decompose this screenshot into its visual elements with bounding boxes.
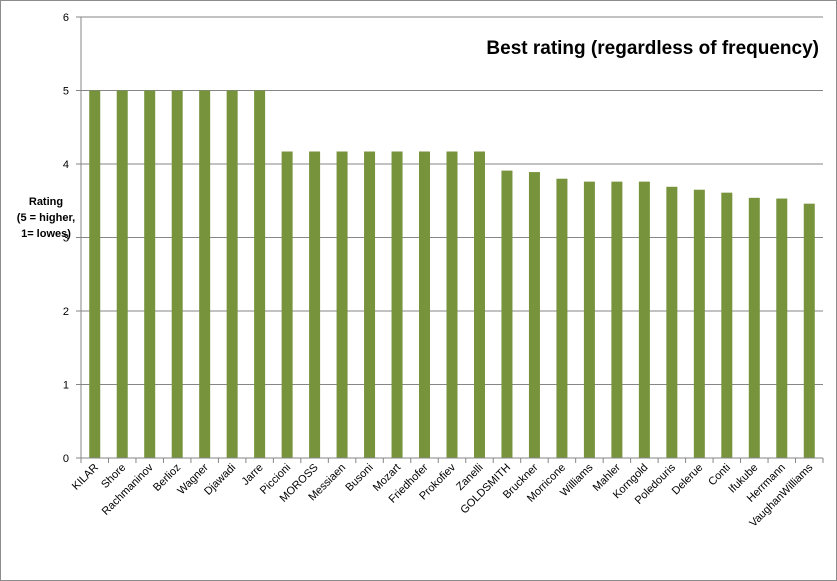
y-tick-label: 3 — [63, 233, 69, 245]
bar — [528, 172, 540, 458]
bar — [583, 181, 595, 458]
bar — [666, 186, 678, 458]
bar — [226, 90, 238, 458]
y-tick-label: 2 — [63, 306, 69, 318]
bar — [254, 90, 266, 458]
bar — [473, 151, 485, 458]
bar — [199, 90, 211, 458]
y-tick-labels: 0 1 2 3 4 5 6 — [63, 12, 69, 465]
y-axis-label-line-1: Rating — [29, 196, 63, 208]
bars — [89, 90, 815, 459]
y-axis-label-line-2: (5 = higher, — [17, 212, 75, 224]
bar — [309, 151, 321, 458]
bar — [171, 90, 183, 458]
y-tick-label: 0 — [63, 453, 69, 465]
y-axis-label-line-3: 1= lowes) — [21, 228, 71, 240]
axes — [76, 16, 824, 463]
bar — [364, 151, 376, 458]
bar — [116, 90, 128, 458]
x-tick-label: Delerue — [670, 462, 706, 498]
bar — [748, 197, 760, 458]
bar — [776, 198, 788, 459]
x-tick-label: KILAR — [70, 462, 101, 493]
y-tick-label: 1 — [63, 380, 69, 392]
chart-title: Best rating (regardless of frequency) — [486, 38, 819, 59]
bar — [419, 151, 431, 458]
x-tick-labels: KILARShoreRachmaninovBerliozWagnerDjawad… — [70, 461, 816, 529]
bar — [556, 178, 568, 458]
bar — [721, 192, 733, 459]
bar — [501, 170, 513, 459]
bar — [336, 151, 348, 458]
bar — [446, 151, 458, 458]
bar — [89, 90, 101, 458]
y-tick-label: 5 — [63, 86, 69, 98]
bar — [144, 90, 156, 458]
y-tick-label: 6 — [63, 12, 69, 24]
bar — [638, 181, 650, 458]
bar — [611, 181, 623, 458]
bar — [803, 203, 815, 458]
bar — [281, 151, 293, 458]
bar — [693, 189, 705, 458]
bar — [391, 151, 403, 458]
x-tick-label: Busoni — [343, 462, 375, 494]
y-tick-label: 4 — [63, 159, 69, 171]
